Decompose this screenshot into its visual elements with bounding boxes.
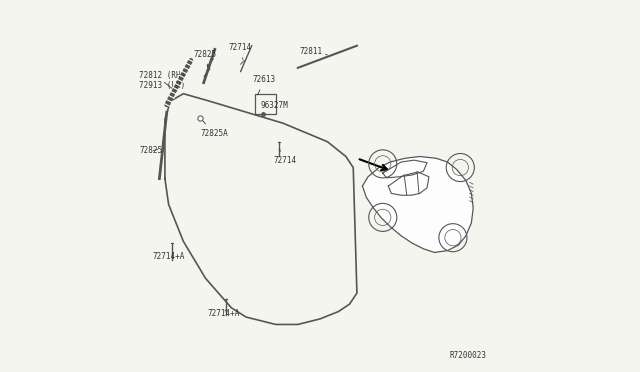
Text: 72714: 72714 [228, 44, 252, 59]
Bar [255, 94, 276, 114]
Text: 72812 (RH)
72913 (LH): 72812 (RH) 72913 (LH) [139, 71, 186, 90]
Text: 72613: 72613 [253, 76, 276, 95]
Text: 96327M: 96327M [260, 102, 288, 110]
Text: 72714+A: 72714+A [207, 309, 240, 318]
Polygon shape [362, 157, 473, 253]
Text: 72825: 72825 [139, 147, 162, 155]
Text: 72714: 72714 [274, 149, 297, 166]
Text: R7200023: R7200023 [449, 350, 486, 359]
Text: 72825: 72825 [193, 49, 216, 67]
Text: 72811: 72811 [300, 47, 328, 56]
Text: 72825A: 72825A [200, 120, 228, 138]
Text: 72714+A: 72714+A [152, 249, 184, 261]
